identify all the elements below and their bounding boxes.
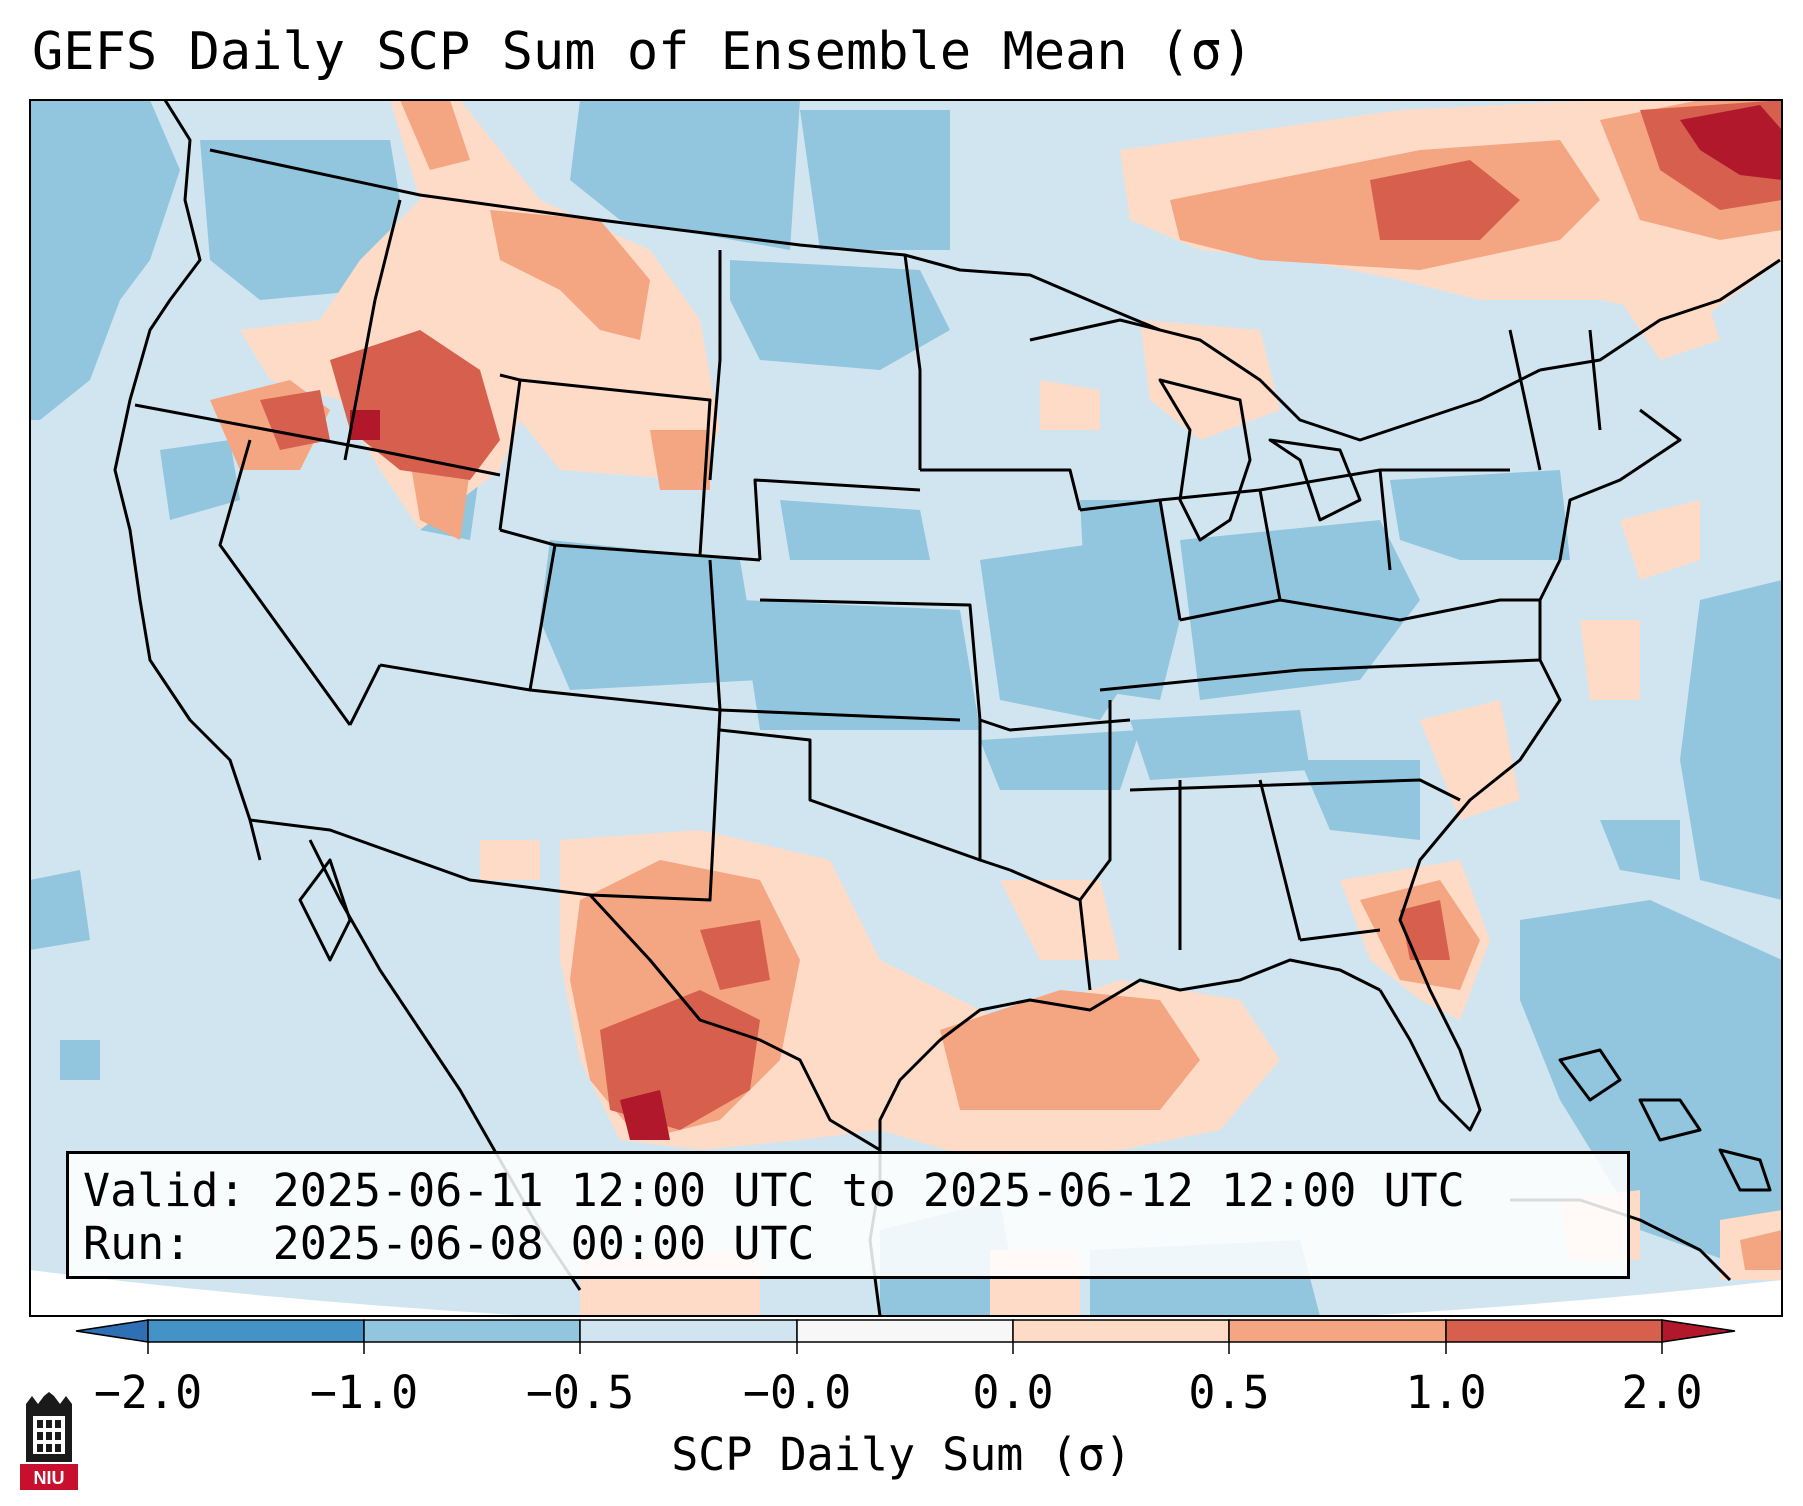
run-row: Run: 2025-06-08 00:00 UTC bbox=[83, 1217, 1615, 1270]
valid-label: Valid: bbox=[83, 1164, 246, 1217]
colorbar-tick-label: 0.0 bbox=[972, 1366, 1054, 1419]
boundaries bbox=[113, 100, 1781, 1316]
map-frame bbox=[29, 99, 1783, 1317]
colorbar-tick-label: 1.0 bbox=[1405, 1366, 1487, 1419]
colorbar-bin bbox=[363, 1319, 581, 1343]
map-title: GEFS Daily SCP Sum of Ensemble Mean (σ) bbox=[32, 22, 1253, 82]
run-label: Run: bbox=[83, 1217, 192, 1270]
colorbar-tick-label: −2.0 bbox=[93, 1366, 203, 1419]
colorbar-tick-label: −1.0 bbox=[309, 1366, 419, 1419]
negative-regions bbox=[30, 100, 1782, 1316]
colorbar-bin bbox=[147, 1319, 365, 1343]
colorbar-bin bbox=[1228, 1319, 1447, 1343]
valid-row: Valid: 2025-06-11 12:00 UTC to 2025-06-1… bbox=[83, 1164, 1615, 1217]
valid-value: 2025-06-11 12:00 UTC to 2025-06-12 12:00… bbox=[272, 1164, 1465, 1217]
run-value: 2025-06-08 00:00 UTC bbox=[272, 1217, 815, 1270]
colorbar-tick-label: −0.0 bbox=[742, 1366, 852, 1419]
logo-text: NIU bbox=[34, 1468, 65, 1488]
colorbar-tick-label: 0.5 bbox=[1188, 1366, 1270, 1419]
niu-logo-icon: NIU bbox=[20, 1392, 78, 1490]
colorbar-bin bbox=[579, 1319, 798, 1343]
colorbar-extend-low bbox=[75, 1319, 149, 1343]
colorbar-bin bbox=[1445, 1319, 1663, 1343]
valid-run-infobox: Valid: 2025-06-11 12:00 UTC to 2025-06-1… bbox=[66, 1151, 1630, 1279]
colorbar-tick-label: −0.5 bbox=[525, 1366, 635, 1419]
projection-edge bbox=[30, 1270, 1782, 1316]
colorbar-extend-high bbox=[1661, 1319, 1736, 1343]
positive-max-regions bbox=[350, 105, 1782, 1140]
colorbar-bin bbox=[1012, 1319, 1230, 1343]
colorbar-label: SCP Daily Sum (σ) bbox=[671, 1428, 1132, 1481]
colorbar bbox=[75, 1319, 1736, 1354]
colorbar-tick-label: 2.0 bbox=[1621, 1366, 1703, 1419]
colorbar-bin bbox=[796, 1319, 1014, 1343]
map-field bbox=[30, 100, 1782, 1316]
